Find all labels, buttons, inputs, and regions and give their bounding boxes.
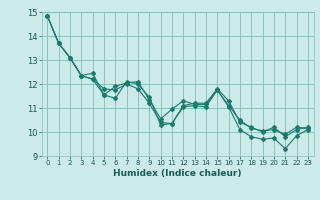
X-axis label: Humidex (Indice chaleur): Humidex (Indice chaleur) bbox=[113, 169, 242, 178]
